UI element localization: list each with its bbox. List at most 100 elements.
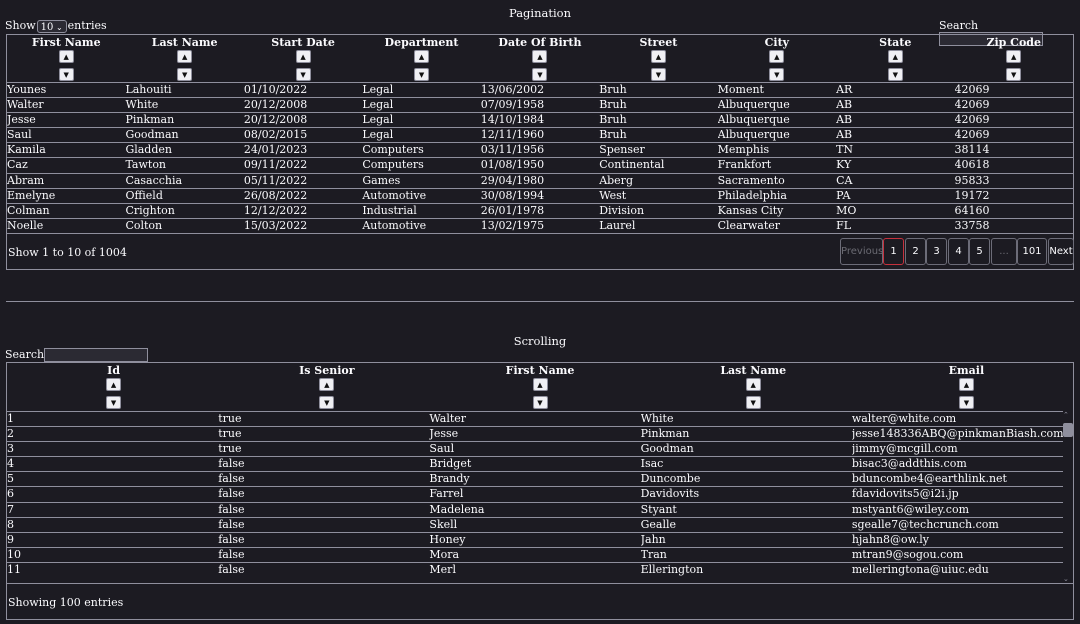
pagination-search-input[interactable] (939, 32, 1043, 46)
table-cell: 95833 (954, 173, 990, 187)
sort-descending-button[interactable]: ▼ (106, 396, 122, 409)
table-cell: false (218, 532, 245, 546)
table-cell: 13/06/2002 (480, 83, 545, 96)
sort-ascending-button[interactable]: ▲ (958, 378, 974, 391)
table-cell: Pinkman (125, 113, 175, 127)
table-cell: PA (836, 188, 851, 202)
sort-descending-button[interactable]: ▼ (532, 396, 548, 409)
table-cell: Computers (362, 143, 424, 157)
sort-descending-button[interactable]: ▼ (745, 396, 761, 409)
sort-descending-button[interactable]: ▼ (295, 68, 311, 81)
table-cell: 42069 (954, 128, 990, 142)
table-cell: Colman (7, 203, 50, 217)
table-row: Abram Casacchia 05/11/2022 Games 29/04/1980 A… (7, 172, 1073, 188)
table-cell: Ellerington (640, 562, 704, 576)
page-button-3[interactable]: 3 (926, 238, 947, 265)
sort-descending-button[interactable]: ▼ (414, 68, 430, 81)
table-cell: Isac (640, 457, 664, 471)
column-header-last-name: Last Name ▲ ▼ (125, 35, 243, 82)
table-cell: bduncombe4@earthlink.net (851, 472, 1007, 486)
sort-descending-button[interactable]: ▼ (319, 396, 335, 409)
page-button-4[interactable]: 4 (948, 238, 969, 265)
scrolling-search-input[interactable] (44, 348, 149, 362)
sort-descending-button[interactable]: ▼ (58, 68, 74, 81)
table-cell: Philadelphia (717, 188, 787, 202)
scrolling-table-body[interactable]: 1 true Walter White walter@white.com 2 true Jes… (6, 411, 1074, 583)
sort-ascending-button[interactable]: ▲ (532, 50, 548, 63)
table-cell: 1 (7, 412, 14, 425)
sort-descending-button[interactable]: ▼ (958, 396, 974, 409)
column-header-date-of-birth: Date Of Birth ▲ ▼ (481, 35, 599, 82)
sort-ascending-button[interactable]: ▲ (769, 50, 785, 63)
column-header-label: Street (639, 36, 678, 49)
page-button-1[interactable]: 1 (883, 238, 904, 265)
table-row: Walter White 20/12/2008 Legal 07/09/1958 Bruh… (7, 97, 1073, 112)
sort-descending-button[interactable]: ▼ (532, 68, 548, 81)
sort-descending-button[interactable]: ▼ (1006, 68, 1022, 81)
column-header-email: Email ▲ ▼ (860, 363, 1073, 410)
table-cell: Aberg (599, 173, 633, 187)
pagination-footer: Show 1 to 10 of 1004 Previous 1 2 3 4 5... 10… (6, 234, 1074, 270)
scroll-down-icon[interactable]: ⌄ (1063, 575, 1069, 583)
page-button-5[interactable]: 5 (969, 238, 990, 265)
pagination-search: Search (939, 19, 1080, 46)
table-cell: false (218, 487, 245, 501)
table-cell: Jahn (640, 532, 666, 546)
table-cell: 7 (7, 502, 14, 516)
sort-ascending-button[interactable]: ▲ (532, 378, 548, 391)
table-cell: Bruh (599, 128, 627, 142)
table-body: Younes Lahouiti 01/10/2022 Legal 13/06/2002 B… (7, 82, 1073, 233)
sort-ascending-button[interactable]: ▲ (295, 50, 311, 63)
sort-ascending-button[interactable]: ▲ (650, 50, 666, 63)
sort-ascending-button[interactable]: ▲ (1006, 50, 1022, 63)
vertical-scrollbar[interactable]: ⌃ ⌄ (1062, 411, 1073, 583)
table-cell: 2 (7, 427, 14, 441)
table-cell: TN (836, 143, 854, 157)
table-cell: 13/02/1975 (480, 218, 545, 232)
column-header-label: Last Name (720, 364, 787, 377)
pagination-ellipsis: ... (991, 238, 1017, 265)
page-button-2[interactable]: 2 (905, 238, 926, 265)
table-cell: Crighton (125, 203, 175, 217)
table-cell: 26/01/1978 (480, 203, 545, 217)
table-cell: 33758 (954, 218, 990, 232)
table-cell: Frankfort (717, 158, 772, 172)
sort-ascending-button[interactable]: ▲ (745, 378, 761, 391)
previous-button[interactable]: Previous (840, 238, 883, 265)
table-cell: Goodman (640, 442, 694, 456)
sort-descending-button[interactable]: ▼ (177, 68, 193, 81)
next-button[interactable]: Next (1048, 238, 1074, 265)
table-cell: 01/08/1950 (480, 158, 545, 172)
sort-ascending-button[interactable]: ▲ (177, 50, 193, 63)
table-cell: Walter (429, 412, 467, 425)
table-cell: Legal (362, 128, 394, 142)
sort-descending-button[interactable]: ▼ (650, 68, 666, 81)
table-cell: melleringtona@uiuc.edu (851, 562, 989, 576)
table-cell: true (218, 427, 242, 441)
table-cell: Legal (362, 98, 394, 112)
sort-ascending-button[interactable]: ▲ (414, 50, 430, 63)
column-header-label: Last Name (151, 36, 218, 49)
table-cell: mstyant6@wiley.com (851, 502, 970, 516)
column-header-label: First Name (505, 364, 575, 377)
scroll-up-icon[interactable]: ⌃ (1063, 411, 1069, 419)
table-cell: 14/10/1984 (480, 113, 545, 127)
scrollbar-thumb[interactable] (1063, 423, 1073, 437)
table-cell: 30/08/1994 (480, 188, 545, 202)
sort-descending-button[interactable]: ▼ (887, 68, 903, 81)
table-cell: KY (836, 158, 852, 172)
table-cell: Continental (599, 158, 665, 172)
table-cell: false (218, 472, 245, 486)
table-cell: 6 (7, 487, 14, 501)
sort-ascending-button[interactable]: ▲ (106, 378, 122, 391)
page-button-101[interactable]: 101 (1017, 238, 1047, 265)
table-cell: Madelena (429, 502, 485, 516)
sort-ascending-button[interactable]: ▲ (58, 50, 74, 63)
table-cell: Memphis (717, 143, 770, 157)
scrolling-title: Scrolling (513, 334, 567, 348)
table-cell: 26/08/2022 (243, 188, 308, 202)
page-size-select[interactable]: 10 ⌄ (36, 19, 67, 33)
sort-descending-button[interactable]: ▼ (769, 68, 785, 81)
sort-ascending-button[interactable]: ▲ (319, 378, 335, 391)
sort-ascending-button[interactable]: ▲ (887, 50, 903, 63)
